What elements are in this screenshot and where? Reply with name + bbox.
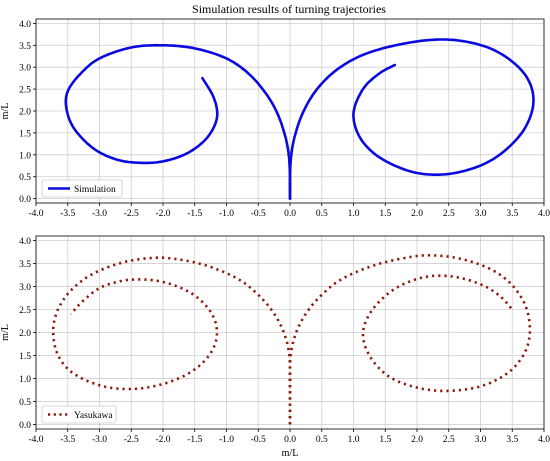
x-tick-label: -0.5 xyxy=(251,435,266,445)
y-tick-label: 3.5 xyxy=(19,260,31,270)
x-axis-label: m/L xyxy=(282,448,299,459)
series-line-simulation xyxy=(64,43,292,200)
x-tick-label: 2.5 xyxy=(443,209,455,219)
legend: Yasukawa xyxy=(41,405,117,424)
y-tick-label: 1.5 xyxy=(19,129,31,139)
x-tick-label: -4.0 xyxy=(28,209,43,219)
x-tick-label: -1.0 xyxy=(219,435,234,445)
x-tick-label: 1.5 xyxy=(379,435,391,445)
x-tick-label: 3.0 xyxy=(475,435,487,445)
x-tick-label: -1.5 xyxy=(187,435,202,445)
x-tick-label: -4.0 xyxy=(28,435,43,445)
x-tick-label: 0.5 xyxy=(316,435,328,445)
y-tick-label: 0.0 xyxy=(19,195,31,205)
y-tick-label: 2.5 xyxy=(19,86,31,96)
x-tick-label: 3.5 xyxy=(506,435,518,445)
y-tick-label: 2.0 xyxy=(19,329,31,339)
x-tick-label: 3.5 xyxy=(506,209,518,219)
x-tick-label: -2.5 xyxy=(124,209,139,219)
y-tick-label: 0.5 xyxy=(19,173,31,183)
x-tick-label: -3.5 xyxy=(60,435,75,445)
x-tick-label: 1.5 xyxy=(379,209,391,219)
x-tick-label: -2.0 xyxy=(155,435,170,445)
x-tick-label: 0.5 xyxy=(316,209,328,219)
series-line-simulation xyxy=(288,38,535,200)
y-tick-label: 4.0 xyxy=(19,237,31,247)
x-tick-label: -3.0 xyxy=(92,209,107,219)
legend: Simulation xyxy=(41,179,123,198)
bottom-plot: -4.0 -3.5 -3.0 -2.5 -2.0 -1.5 -1.0 -0.5 0.0 0.5 1.… xyxy=(0,235,550,459)
y-tick-label: 3.0 xyxy=(19,64,31,74)
legend-box xyxy=(41,179,123,198)
x-tick-label: 3.0 xyxy=(475,209,487,219)
y-axis-label: m/L xyxy=(0,324,11,341)
series-line-yasukawa xyxy=(51,256,292,425)
legend-label: Simulation xyxy=(74,185,116,195)
x-tick-label: 0.0 xyxy=(284,435,296,445)
y-tick-label: 0.0 xyxy=(19,421,31,431)
figure-title: Simulation results of turning trajectori… xyxy=(192,2,386,16)
x-tick-label: 2.5 xyxy=(443,435,455,445)
y-tick-label: 0.5 xyxy=(19,398,31,408)
x-tick-label: -2.0 xyxy=(155,209,170,219)
y-tick-label: 2.5 xyxy=(19,306,31,316)
x-tick-label: -1.5 xyxy=(187,209,202,219)
x-tick-label: 1.0 xyxy=(348,435,360,445)
y-tick-label: 4.0 xyxy=(19,20,31,30)
y-tick-label: 3.5 xyxy=(19,42,31,52)
x-tick-label: -1.0 xyxy=(219,209,234,219)
series-line-yasukawa xyxy=(288,254,532,425)
y-axis-label: m/L xyxy=(0,103,11,120)
top-plot: -4.0 -3.5 -3.0 -2.5 -2.0 -1.5 -1.0 -0.5 0.0 0.5 1.… xyxy=(0,18,550,219)
x-tick-label: 2.0 xyxy=(411,209,423,219)
legend-label: Yasukawa xyxy=(74,411,113,421)
x-tick-label: 4.0 xyxy=(538,209,550,219)
x-tick-label: 4.0 xyxy=(538,435,550,445)
y-tick-label: 1.0 xyxy=(19,151,31,161)
x-tick-label: 1.0 xyxy=(348,209,360,219)
legend-box xyxy=(41,405,117,424)
x-tick-label: 0.0 xyxy=(284,209,296,219)
x-tick-label: -3.0 xyxy=(92,435,107,445)
y-tick-label: 1.5 xyxy=(19,352,31,362)
y-tick-label: 3.0 xyxy=(19,283,31,293)
x-tick-label: -2.5 xyxy=(124,435,139,445)
y-tick-label: 1.0 xyxy=(19,375,31,385)
y-tick-label: 2.0 xyxy=(19,108,31,118)
x-tick-label: -0.5 xyxy=(251,209,266,219)
x-tick-label: -3.5 xyxy=(60,209,75,219)
x-tick-label: 2.0 xyxy=(411,435,423,445)
